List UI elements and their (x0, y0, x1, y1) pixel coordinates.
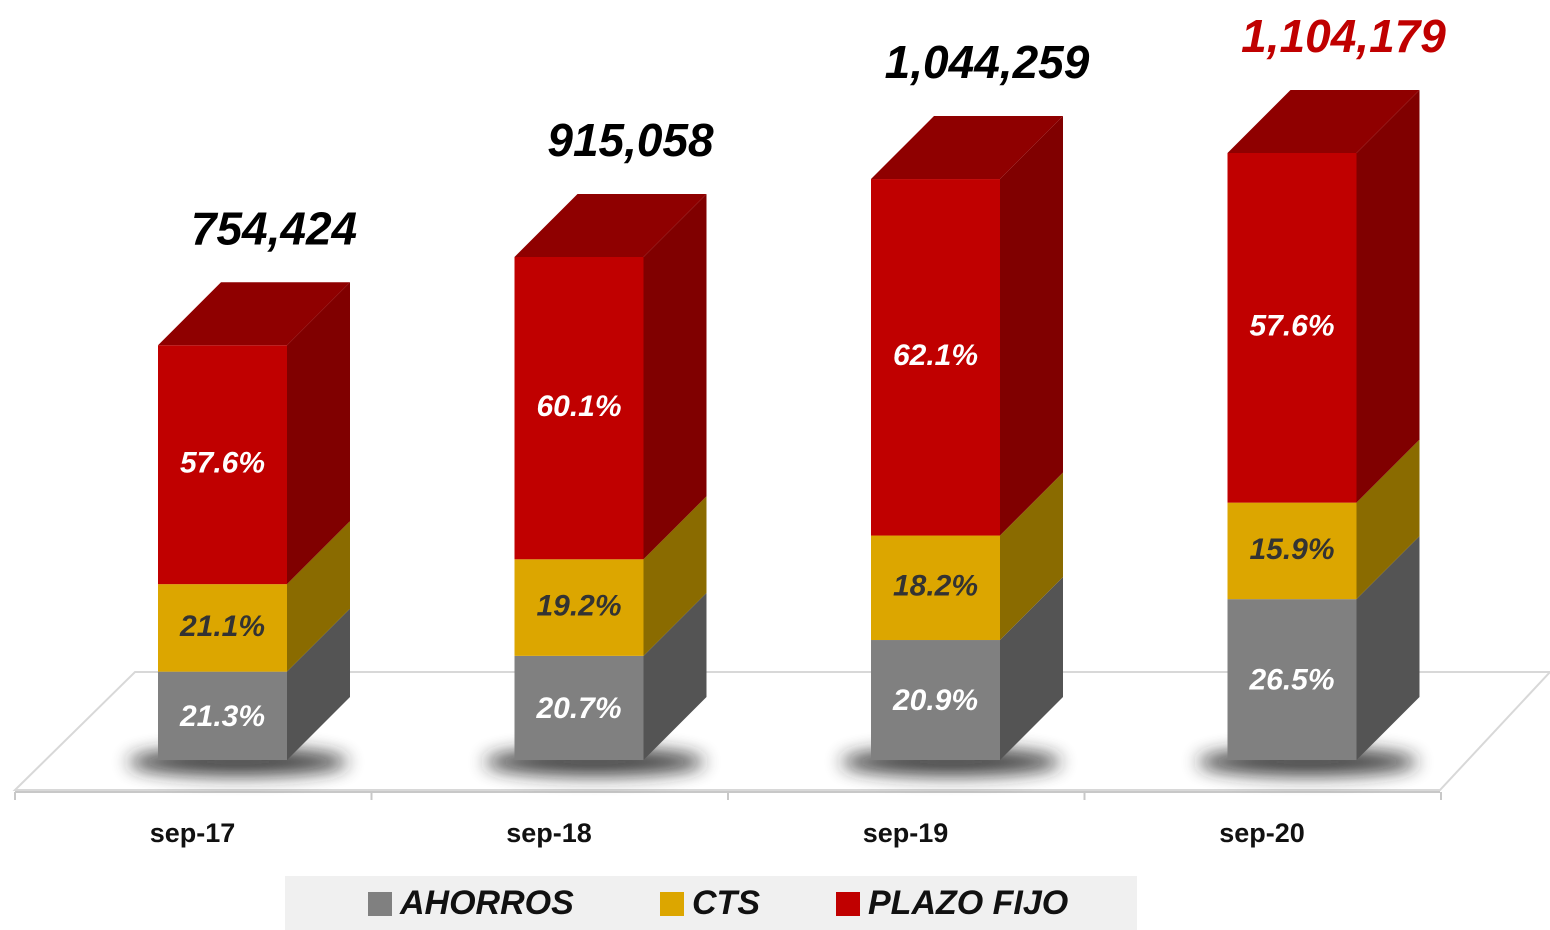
legend-label: PLAZO FIJO (868, 884, 1068, 922)
total-label: 1,044,259 (885, 36, 1090, 88)
bar-side (1356, 90, 1420, 503)
segment-label: 60.1% (536, 390, 621, 423)
bar (871, 640, 1000, 760)
bar (1227, 599, 1357, 760)
bar (158, 671, 287, 760)
bar (158, 345, 287, 585)
legend-swatch (368, 892, 392, 916)
segment-label: 19.2% (536, 590, 621, 623)
x-tick-label: sep-19 (863, 818, 949, 848)
bar-top (1227, 90, 1420, 153)
bar-top (158, 282, 350, 346)
bar-side (1000, 577, 1063, 760)
bar (871, 535, 1000, 641)
bar (514, 655, 644, 760)
x-tick-label: sep-20 (1219, 818, 1305, 848)
segment-label: 26.5% (1248, 663, 1334, 696)
segment-label: 15.9% (1249, 533, 1334, 566)
bar-side (643, 193, 707, 560)
legend-items: AHORROS CTS PLAZO FIJO (368, 884, 1068, 922)
bar-side (643, 592, 707, 760)
bar-side (1356, 536, 1420, 760)
bar-side (1000, 116, 1063, 536)
legend-swatch (660, 892, 684, 916)
bar-side (287, 282, 350, 585)
legend (285, 876, 1137, 930)
x-tick-label: sep-17 (150, 818, 236, 848)
legend-label: AHORROS (399, 884, 574, 922)
segment-label: 57.6% (1249, 310, 1334, 343)
legend-label: CTS (692, 884, 760, 922)
bar-side (287, 521, 350, 672)
segment-label: 20.7% (535, 692, 621, 725)
segment-label: 21.3% (179, 700, 265, 733)
segment-label: 57.6% (180, 447, 265, 480)
bar-side (1000, 472, 1063, 641)
total-label: 1,104,179 (1241, 10, 1446, 62)
segment-label: 20.9% (892, 684, 978, 717)
bar-side (287, 608, 350, 760)
bar-side (643, 496, 707, 656)
x-tick-label: sep-18 (506, 818, 592, 848)
floor (12, 671, 1550, 791)
bar (158, 584, 287, 672)
bar-top (514, 193, 707, 257)
bar (514, 256, 644, 560)
total-label: 915,058 (547, 114, 714, 166)
segment-label: 62.1% (893, 339, 978, 372)
segment-label: 18.2% (893, 570, 978, 603)
bar-side (1356, 439, 1420, 600)
bar (1227, 153, 1357, 503)
legend-swatch (836, 892, 860, 916)
total-label: 754,424 (191, 202, 357, 254)
bar (514, 559, 644, 656)
segment-label: 21.1% (179, 610, 265, 643)
bar-top (871, 116, 1063, 180)
bar (871, 179, 1000, 536)
bar (1227, 502, 1357, 600)
bars: 21.3% 21.1% 57.6% 754,424 20.7% 19.2% 60.1% 915… (128, 10, 1446, 776)
